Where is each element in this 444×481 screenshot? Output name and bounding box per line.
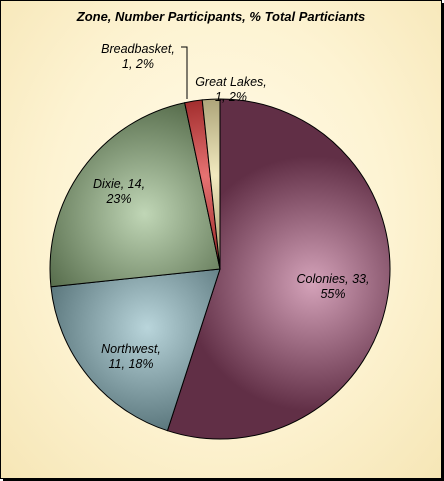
data-label-colonies: Colonies, 33, 55%	[297, 272, 370, 301]
data-label-northwest: Northwest, 11, 18%	[101, 342, 161, 371]
data-label-great-lakes: Great Lakes, 1, 2%	[195, 75, 267, 104]
pie-slice-northwest	[50, 268, 221, 432]
pie-slice-colonies	[166, 98, 391, 440]
breadbasket-leader-line	[181, 46, 188, 99]
chart-title: Zone, Number Participants, % Total Parti…	[76, 9, 366, 24]
data-label-breadbasket: Breadbasket, 1, 2%	[101, 42, 175, 71]
pie-slice-dixie	[49, 102, 221, 288]
data-label-dixie: Dixie, 14, 23%	[93, 177, 145, 206]
pie-slice-great-lakes	[201, 98, 221, 270]
